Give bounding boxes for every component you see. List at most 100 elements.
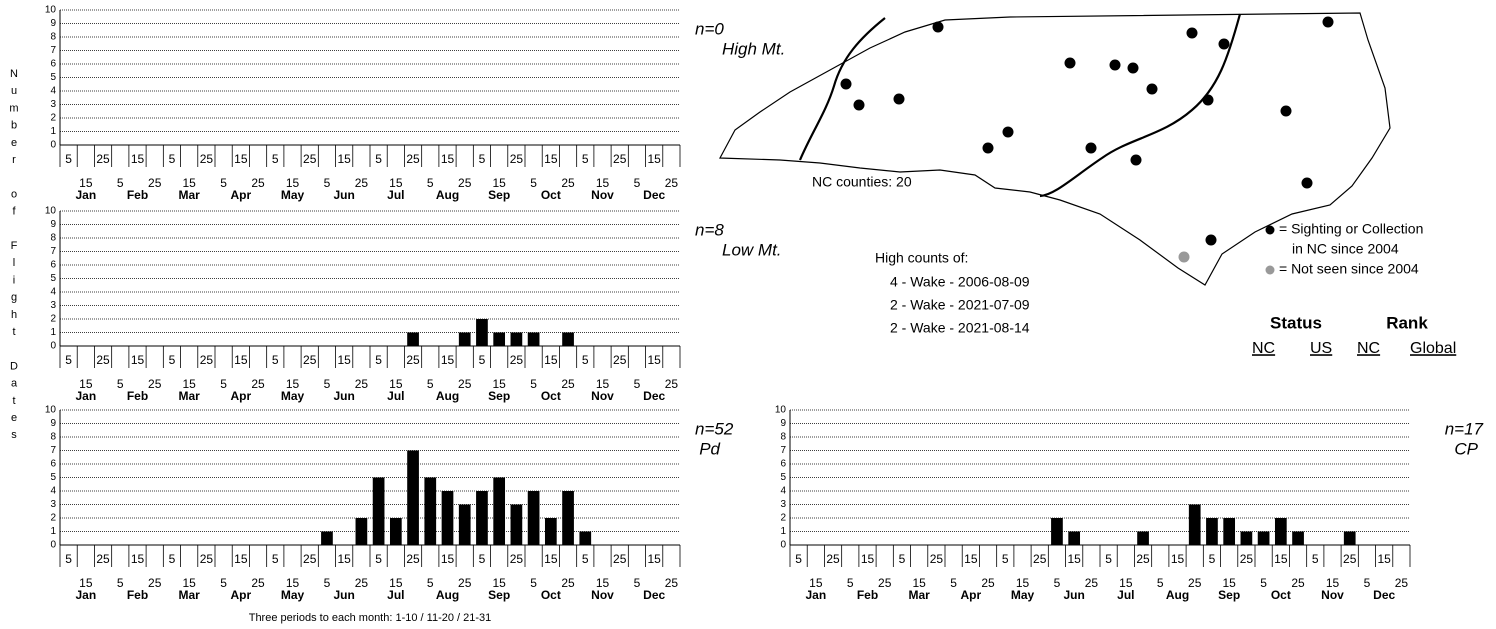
x-tick-label: 5	[427, 377, 434, 391]
month-label: Jan	[75, 188, 96, 202]
y-tick-label: 1	[50, 126, 56, 137]
y-tick-label: 3	[780, 499, 786, 510]
legend-dot	[1265, 225, 1275, 235]
legend-text: = Not seen since 2004	[1279, 261, 1419, 277]
bar	[493, 332, 506, 346]
bar	[458, 504, 471, 545]
x-tick-label: 15	[337, 552, 351, 566]
x-tick-label: 15	[596, 377, 610, 391]
x-tick-label: 15	[182, 377, 196, 391]
x-tick-label: 25	[930, 552, 944, 566]
y-tick-label: 0	[50, 540, 56, 551]
x-tick-label: 15	[1222, 576, 1236, 590]
bar	[510, 332, 523, 346]
month-label: Mar	[908, 588, 930, 602]
region-title: CP	[1454, 439, 1478, 458]
month-label: Feb	[127, 588, 148, 602]
bar	[562, 332, 574, 346]
x-tick-label: 15	[1067, 552, 1081, 566]
x-tick-label: 5	[847, 576, 854, 590]
month-label: Feb	[857, 588, 878, 602]
x-tick-label: 25	[510, 152, 524, 166]
y-tick-label: 2	[50, 113, 56, 124]
month-label: May	[281, 389, 305, 403]
x-tick-label: 15	[1119, 576, 1133, 590]
y-tick-label: 5	[50, 273, 56, 284]
x-tick-label: 15	[647, 152, 661, 166]
x-tick-label: 15	[492, 377, 506, 391]
x-tick-label: 15	[544, 552, 558, 566]
bar	[1206, 518, 1218, 545]
y-tick-label: 8	[50, 432, 56, 443]
month-label: Sep	[488, 389, 510, 403]
bar	[510, 504, 523, 545]
y-tick-label: 4	[50, 486, 56, 497]
bar	[544, 518, 557, 545]
month-label: Apr	[230, 188, 251, 202]
month-label: May	[1011, 588, 1035, 602]
x-tick-label: 5	[169, 152, 176, 166]
x-tick-label: 15	[182, 576, 196, 590]
bar	[1343, 531, 1356, 545]
bar	[1292, 531, 1304, 545]
x-tick-label: 5	[65, 152, 72, 166]
x-tick-label: 5	[375, 353, 382, 367]
month-label: Apr	[960, 588, 981, 602]
x-tick-label: 25	[251, 576, 265, 590]
x-tick-label: 15	[389, 176, 403, 190]
y-tick-label: 7	[50, 246, 56, 257]
y-tick-label: 9	[50, 219, 56, 230]
y-tick-label: 3	[50, 300, 56, 311]
bar	[355, 518, 368, 545]
x-tick-label: 5	[272, 353, 279, 367]
month-label: Jun	[333, 588, 354, 602]
x-tick-label: 15	[441, 552, 455, 566]
bar	[493, 477, 506, 545]
x-tick-label: 15	[861, 552, 875, 566]
bar	[1240, 531, 1253, 545]
x-tick-label: 25	[878, 576, 892, 590]
x-tick-label: 15	[544, 353, 558, 367]
footnote: Three periods to each month: 1-10 / 11-2…	[249, 612, 492, 624]
dot	[982, 142, 994, 154]
x-tick-label: 15	[79, 377, 93, 391]
dot	[1146, 83, 1158, 95]
x-tick-label: 25	[1033, 552, 1047, 566]
x-tick-label: 25	[458, 576, 472, 590]
x-tick-label: 25	[510, 353, 524, 367]
bar	[527, 491, 540, 545]
x-tick-label: 5	[530, 576, 537, 590]
x-tick-label: 5	[1054, 576, 1061, 590]
y-tick-label: 4	[50, 86, 56, 97]
dot	[1127, 62, 1139, 74]
bar	[562, 491, 574, 545]
legend-text: = Sighting or Collection	[1279, 221, 1423, 237]
x-tick-label: 15	[1274, 552, 1288, 566]
legend-text: in NC since 2004	[1292, 241, 1399, 257]
x-tick-label: 15	[809, 576, 823, 590]
x-tick-label: 25	[561, 176, 575, 190]
x-tick-label: 15	[492, 176, 506, 190]
x-tick-label: 5	[220, 576, 227, 590]
month-label: Oct	[541, 188, 561, 202]
x-tick-label: 15	[131, 152, 145, 166]
y-tick-label: 10	[775, 405, 787, 416]
bar	[1051, 518, 1063, 545]
x-tick-label: 25	[1188, 576, 1202, 590]
dot	[1218, 38, 1230, 50]
old-dot	[1178, 251, 1190, 263]
x-tick-label: 5	[479, 353, 486, 367]
y-tick-label: 3	[50, 499, 56, 510]
x-tick-label: 25	[561, 377, 575, 391]
month-label: Aug	[436, 389, 459, 403]
y-tick-label: 8	[50, 32, 56, 43]
x-tick-label: 25	[1395, 576, 1409, 590]
x-tick-label: 5	[220, 377, 227, 391]
bar	[424, 477, 437, 545]
y-tick-label: 7	[50, 445, 56, 456]
count-label: n=0	[695, 19, 724, 38]
x-tick-label: 5	[530, 176, 537, 190]
x-tick-label: 15	[1016, 576, 1030, 590]
